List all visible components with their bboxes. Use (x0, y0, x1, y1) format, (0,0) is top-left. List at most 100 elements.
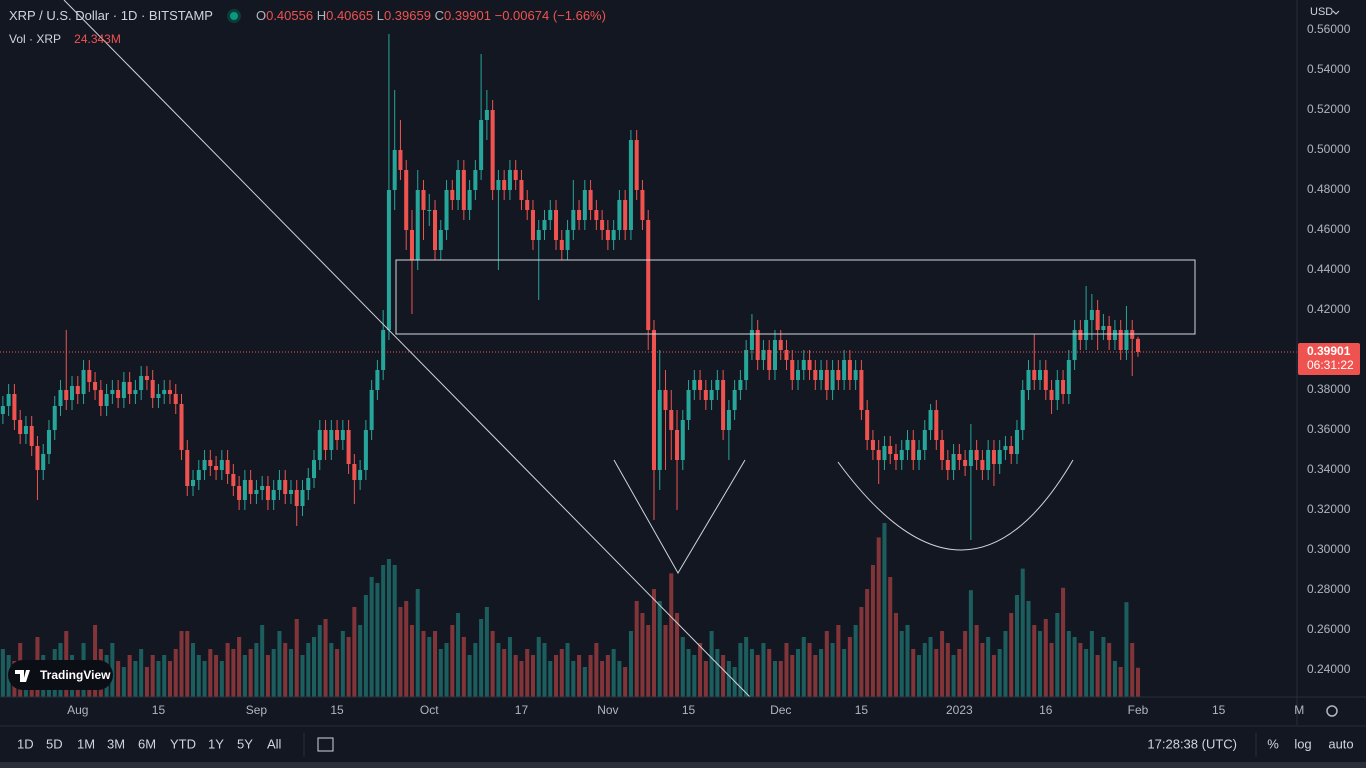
volume-bar (709, 631, 714, 697)
volume-bar (617, 661, 622, 697)
candle-body (640, 190, 645, 220)
candle-body (657, 390, 662, 470)
volume-bar (778, 661, 783, 697)
candle-body (617, 200, 622, 230)
volume-bar (991, 655, 996, 697)
candle-body (167, 390, 172, 394)
logo: TradingView (8, 660, 113, 690)
candle-body (237, 486, 242, 500)
candle-body (980, 460, 985, 470)
scale-option[interactable]: auto (1328, 736, 1353, 751)
timeframe-button[interactable]: 5Y (237, 736, 253, 751)
timeframe-button[interactable]: 1Y (208, 736, 224, 751)
scale-option[interactable]: log (1294, 736, 1311, 751)
candle-body (824, 370, 829, 390)
volume-bar (110, 643, 115, 697)
timeframe-button[interactable]: 3M (107, 736, 125, 751)
volume-bar (196, 655, 201, 697)
candle-body (1061, 380, 1066, 394)
volume-bar (1061, 587, 1066, 697)
volume-bar (893, 613, 898, 697)
clock[interactable]: 17:28:38 (UTC) (1147, 736, 1237, 751)
candle-body (680, 420, 685, 460)
candle-body (1107, 326, 1112, 340)
volume-bar (191, 643, 196, 697)
candle-body (974, 450, 979, 460)
candle-body (386, 190, 391, 330)
candle-body (415, 190, 420, 260)
brand: TradingView (40, 668, 111, 682)
volume-bar (502, 649, 507, 697)
volume-bar (951, 655, 956, 697)
volume-bar (963, 631, 968, 697)
candle-body (1038, 370, 1043, 380)
volume-bar (346, 637, 351, 697)
volume-bar (490, 631, 495, 697)
candle-body (41, 454, 46, 470)
candle-body (300, 490, 305, 506)
candle-body (559, 240, 564, 250)
candle-body (577, 210, 582, 220)
candle-body (329, 430, 334, 450)
currency[interactable]: USD (1310, 6, 1333, 18)
volume-bar (1026, 601, 1031, 697)
volume-bar (369, 577, 374, 697)
timeframe-button[interactable]: 6M (138, 736, 156, 751)
volume-bar (703, 661, 708, 697)
candle-body (1095, 310, 1100, 330)
volume-bar (329, 643, 334, 697)
candle-body (870, 440, 875, 450)
candle-body (335, 430, 340, 440)
timeframe-button[interactable]: 5D (46, 736, 63, 751)
volume-bar (565, 643, 570, 697)
candle-body (628, 140, 633, 230)
volume-bar (830, 643, 835, 697)
volume-bar (715, 649, 720, 697)
volume-bar (934, 649, 939, 697)
candle-body (1078, 330, 1083, 340)
candle-body (29, 426, 34, 446)
candle-body (669, 410, 674, 430)
volume-bar (1130, 643, 1135, 697)
volume-bar (726, 661, 731, 697)
volume-bar (675, 613, 680, 697)
candle-body (530, 210, 535, 240)
x-tick-label: M (1294, 703, 1304, 717)
candle-body (778, 340, 783, 350)
candle-body (288, 490, 293, 494)
date-range-icon[interactable] (317, 737, 334, 752)
volume-bar (847, 637, 852, 697)
candle-body (484, 110, 489, 120)
candle-body (1055, 380, 1060, 400)
candle-body (991, 450, 996, 464)
timeframe-button[interactable]: All (267, 736, 282, 751)
candle-body (801, 360, 806, 370)
candle-body (144, 376, 149, 380)
volume-bar (824, 631, 829, 697)
scale-option[interactable]: % (1267, 736, 1279, 751)
volume-bar (669, 573, 674, 697)
candle-body (375, 370, 380, 390)
volume-bar (986, 637, 991, 697)
timeframe-button[interactable]: 1M (77, 736, 95, 751)
volume-bar (363, 595, 368, 697)
candle-body (52, 406, 57, 430)
candle-body (807, 360, 812, 370)
timeframe-button[interactable]: 1D (17, 736, 34, 751)
volume-bar (1014, 595, 1019, 697)
volume-bar (721, 655, 726, 697)
volume-bar (957, 649, 962, 697)
candle-body (963, 460, 968, 466)
timeframe-button[interactable]: YTD (170, 736, 196, 751)
x-tick-label: Sep (246, 703, 268, 717)
volume-bar (911, 649, 916, 697)
volume-bar (836, 625, 841, 697)
volume-value: 24.343M (74, 32, 121, 46)
candle-body (1124, 330, 1129, 350)
volume-bar (271, 649, 276, 697)
volume-bar (634, 601, 639, 697)
volume-bar (427, 637, 432, 697)
settings-icon[interactable] (1326, 705, 1338, 717)
market-status (230, 12, 239, 20)
candle-body (1089, 310, 1094, 320)
